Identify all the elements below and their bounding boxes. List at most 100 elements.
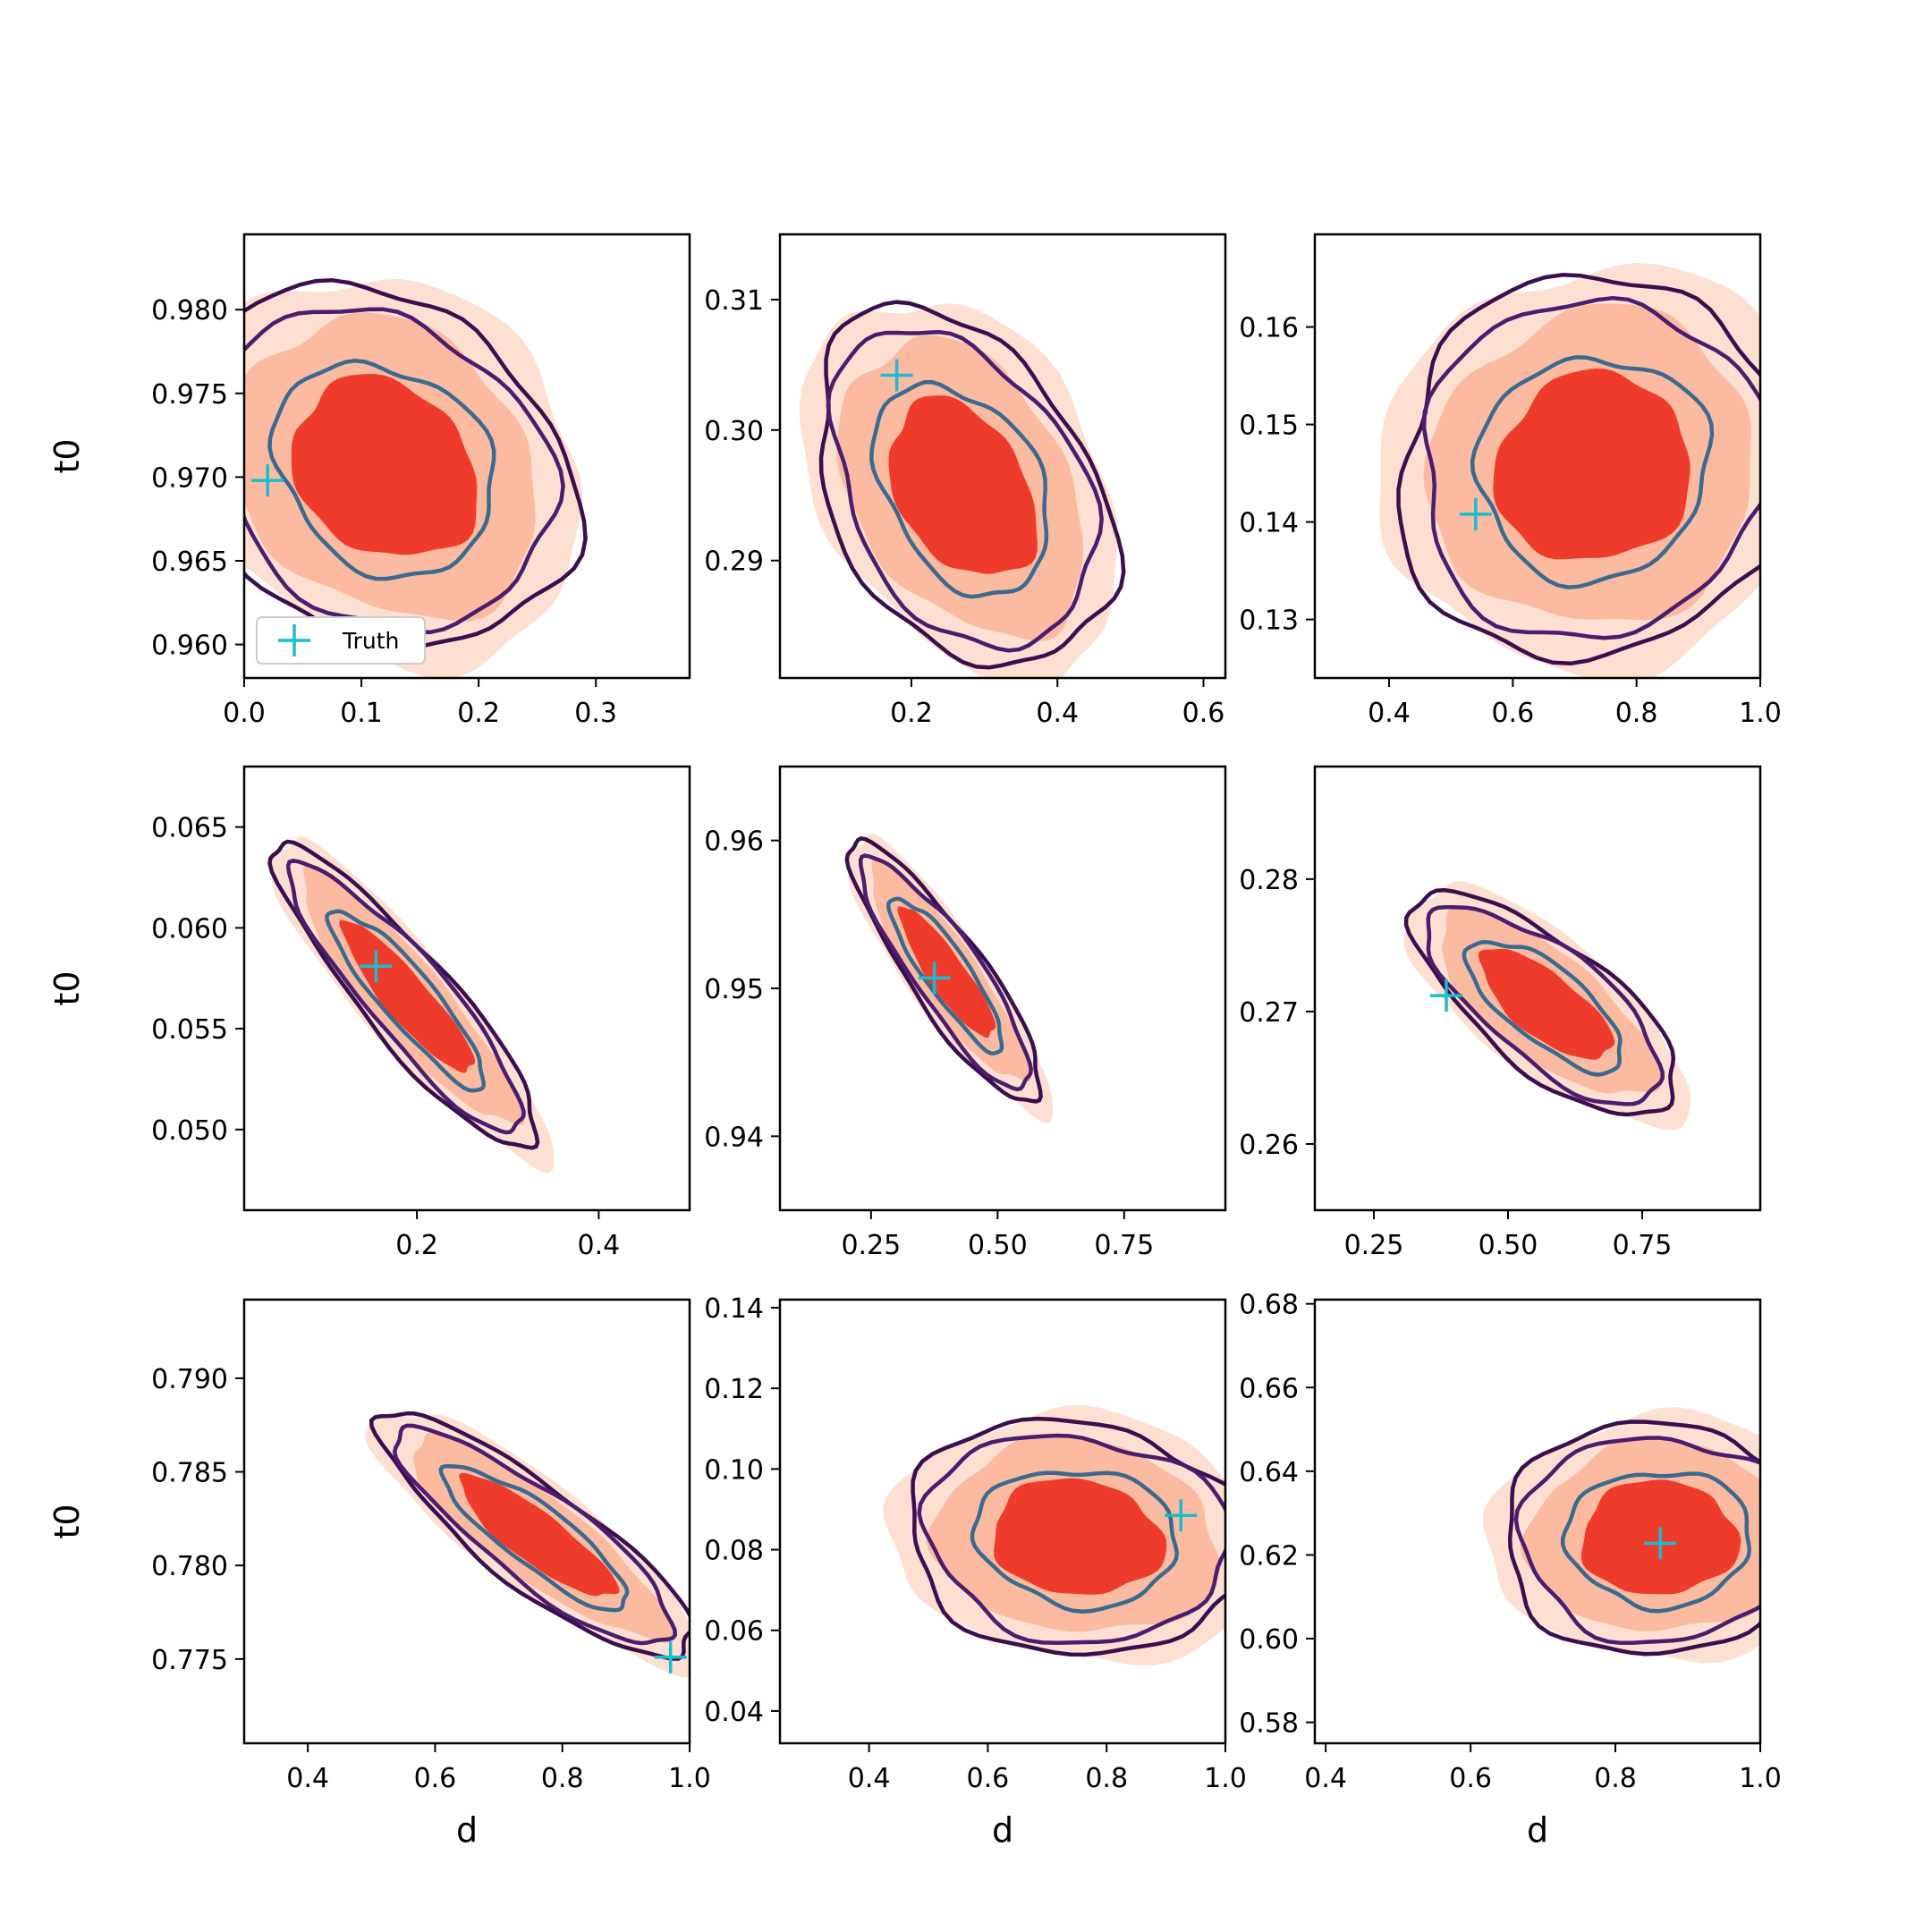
panel-row3-col1: 0.4 0.6 0.8 1.0 0.775 0.780 0.785 0.790 d t0 [47, 1298, 711, 1850]
panel-row3-col2: 0.4 0.6 0.8 1.0 0.04 0.06 0.08 0.10 0.12 0.14 d [704, 1293, 1247, 1850]
panel-frame [242, 765, 691, 1212]
x-tick-label: 0.4 [848, 1763, 891, 1794]
y-tick-label: 0.26 [1239, 1130, 1299, 1161]
contour-line-inner [1470, 355, 1715, 589]
x-tick-label: 0.75 [1094, 1230, 1154, 1261]
y-axis-label: t0 [47, 970, 87, 1005]
contour-line-mid [392, 1423, 678, 1646]
contour-line-outer [1396, 273, 1760, 666]
panel-frame [778, 1298, 1227, 1745]
y-tick-label: 0.065 [151, 813, 228, 844]
density-region-core [291, 374, 478, 555]
density-region-core [888, 395, 1038, 574]
y-axis-label: t0 [47, 1504, 87, 1538]
y-tick-label: 0.29 [704, 547, 764, 578]
x-tick-label: 0.6 [967, 1763, 1010, 1794]
x-axis-label: d [1527, 1810, 1548, 1850]
y-tick-label: 0.95 [704, 974, 764, 1005]
panel-row1-col3: 0.4 0.6 0.8 1.0 0.13 0.14 0.15 0.16 [1239, 233, 1782, 729]
panel-frame [242, 233, 691, 680]
contour-line-mid [285, 858, 526, 1135]
panel-row1-col1: 0.0 0.1 0.2 0.3 0.960 0.965 0.970 0.975 0.980 t0 T… [47, 233, 691, 729]
contour-line-mid [917, 1433, 1225, 1646]
x-tick-label: 0.6 [1182, 698, 1225, 729]
y-tick-label: 0.975 [151, 379, 228, 411]
contour-line-outer [818, 300, 1126, 670]
contour-line-inner [438, 1463, 630, 1613]
x-tick-label: 0.8 [1085, 1763, 1128, 1794]
plot-area [267, 836, 555, 1174]
panel-row2-col1: 0.2 0.4 0.050 0.055 0.060 0.065 t0 [47, 765, 691, 1261]
y-tick-label: 0.055 [151, 1014, 228, 1046]
plot-area [365, 1411, 690, 1678]
y-tick-label: 0.62 [1239, 1540, 1299, 1572]
contour-line-inner [1462, 939, 1623, 1077]
x-tick-label: 0.50 [1479, 1230, 1538, 1261]
density-region-core [994, 1478, 1167, 1595]
plot-area [1403, 881, 1691, 1131]
y-tick-label: 0.785 [151, 1458, 228, 1489]
x-tick-label: 0.4 [286, 1763, 329, 1794]
contour-line-outer [1403, 887, 1676, 1117]
contour-line-mid [858, 853, 1033, 1092]
density-region-core [1493, 369, 1690, 560]
contour-line-mid [244, 307, 565, 635]
contour-line-outer [369, 1411, 690, 1661]
y-tick-label: 0.14 [1239, 508, 1299, 539]
x-tick-label: 1.0 [1739, 1763, 1782, 1794]
density-region-core [1478, 948, 1615, 1060]
panel-frame [1313, 765, 1762, 1212]
truth-marker [1644, 1527, 1677, 1560]
contour-line-outer [911, 1416, 1225, 1657]
x-tick-label: 0.50 [968, 1230, 1028, 1261]
legend-truth-marker [278, 624, 310, 657]
plot-area [883, 1405, 1225, 1665]
panel-frame [1313, 1298, 1762, 1745]
contour-line-outer [244, 278, 588, 654]
y-tick-label: 0.14 [704, 1293, 764, 1325]
contour-line-inner [970, 1470, 1179, 1614]
y-tick-label: 0.775 [151, 1645, 228, 1676]
y-tick-label: 0.780 [151, 1551, 228, 1582]
panel-row1-col2: 0.2 0.4 0.6 0.29 0.30 0.31 [704, 233, 1227, 729]
contour-line-inner [1560, 1471, 1752, 1614]
panel-row2-col3: 0.25 0.50 0.75 0.26 0.27 0.28 [1239, 765, 1762, 1261]
panel-row2-col2: 0.25 0.50 0.75 0.94 0.95 0.96 [704, 765, 1227, 1261]
x-tick-label: 0.8 [1615, 698, 1658, 729]
contour-line-inner [325, 909, 486, 1093]
x-tick-label: 0.4 [1368, 698, 1411, 729]
x-tick-label: 0.2 [395, 1230, 438, 1261]
y-tick-label: 0.960 [151, 631, 228, 662]
legend: Truth [256, 616, 426, 665]
x-tick-label: 0.8 [541, 1763, 584, 1794]
x-tick-label: 0.75 [1613, 1230, 1673, 1261]
x-tick-label: 0.6 [414, 1763, 457, 1794]
y-tick-label: 0.96 [704, 826, 764, 858]
truth-marker [918, 962, 951, 995]
y-tick-label: 0.64 [1239, 1457, 1299, 1488]
truth-marker [251, 464, 284, 497]
x-tick-label: 0.2 [890, 698, 933, 729]
legend-box [256, 616, 426, 665]
plot-area [244, 278, 588, 678]
truth-marker [1165, 1499, 1198, 1532]
contour-line-inner [267, 359, 496, 581]
x-tick-label: 1.0 [668, 1763, 711, 1794]
truth-marker [1430, 979, 1462, 1013]
truth-marker [880, 359, 913, 392]
contour-line-mid [1426, 904, 1665, 1106]
contour-line-outer [267, 839, 540, 1150]
x-axis-label: d [992, 1810, 1013, 1850]
x-tick-label: 0.4 [1036, 698, 1079, 729]
y-tick-label: 0.04 [704, 1697, 764, 1728]
legend-label: Truth [342, 628, 399, 654]
y-tick-label: 0.10 [704, 1454, 764, 1486]
contour-line-outer [844, 836, 1043, 1104]
x-tick-label: 0.6 [1449, 1763, 1492, 1794]
y-tick-label: 0.31 [704, 285, 764, 317]
plot-area [799, 300, 1126, 678]
x-tick-label: 0.4 [1304, 1763, 1347, 1794]
panel-frame [778, 233, 1227, 680]
x-tick-label: 0.1 [340, 698, 383, 729]
